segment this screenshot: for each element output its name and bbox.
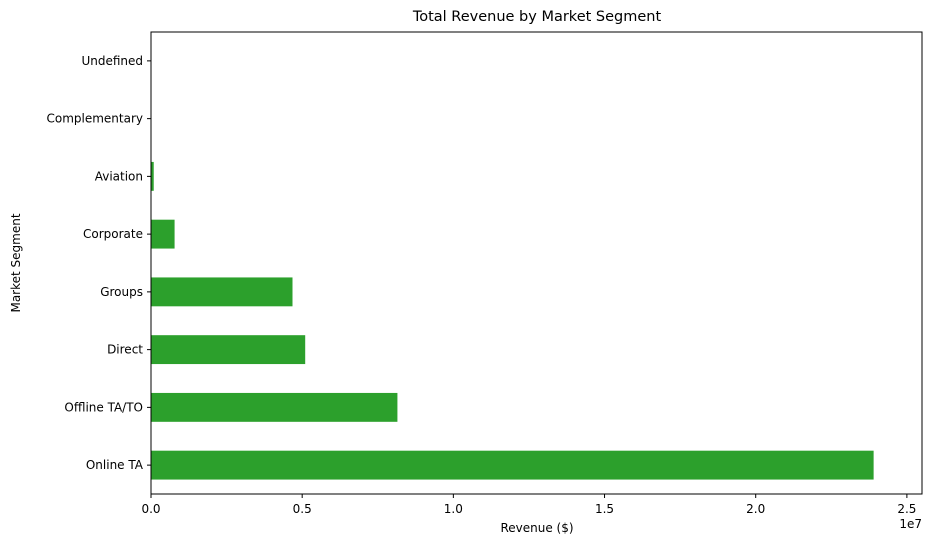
y-tick-label: Aviation (95, 169, 143, 183)
y-tick-label: Direct (107, 343, 143, 357)
y-tick-label: Offline TA/TO (64, 400, 143, 414)
bar-corporate (151, 219, 175, 249)
bar-offline-ta-to (151, 392, 398, 422)
y-tick-label: Undefined (81, 54, 143, 68)
x-tick-label: 1.0 (444, 502, 463, 516)
y-tick-label: Complementary (46, 112, 143, 126)
bar-direct (151, 335, 306, 365)
y-tick-label: Groups (100, 285, 143, 299)
y-tick-label: Online TA (86, 458, 144, 472)
x-tick-label: 0.5 (293, 502, 312, 516)
chart-title: Total Revenue by Market Segment (412, 9, 662, 25)
x-tick-label: 0.0 (141, 502, 160, 516)
bar-online-ta (151, 450, 874, 480)
x-tick-label: 1.5 (595, 502, 614, 516)
bar-groups (151, 277, 293, 307)
x-axis-title: Revenue ($) (500, 521, 573, 535)
x-axis-offset-label: 1e7 (899, 517, 922, 531)
axes-frame (150, 31, 923, 495)
bar-aviation (151, 161, 154, 191)
x-tick-label: 2.0 (746, 502, 765, 516)
y-axis-title: Market Segment (9, 213, 23, 312)
y-tick-label: Corporate (83, 227, 143, 241)
plot-area: Online TA Offline TA/TO Direct Groups Corpor… (46, 46, 916, 516)
x-tick-label: 2.5 (897, 502, 916, 516)
